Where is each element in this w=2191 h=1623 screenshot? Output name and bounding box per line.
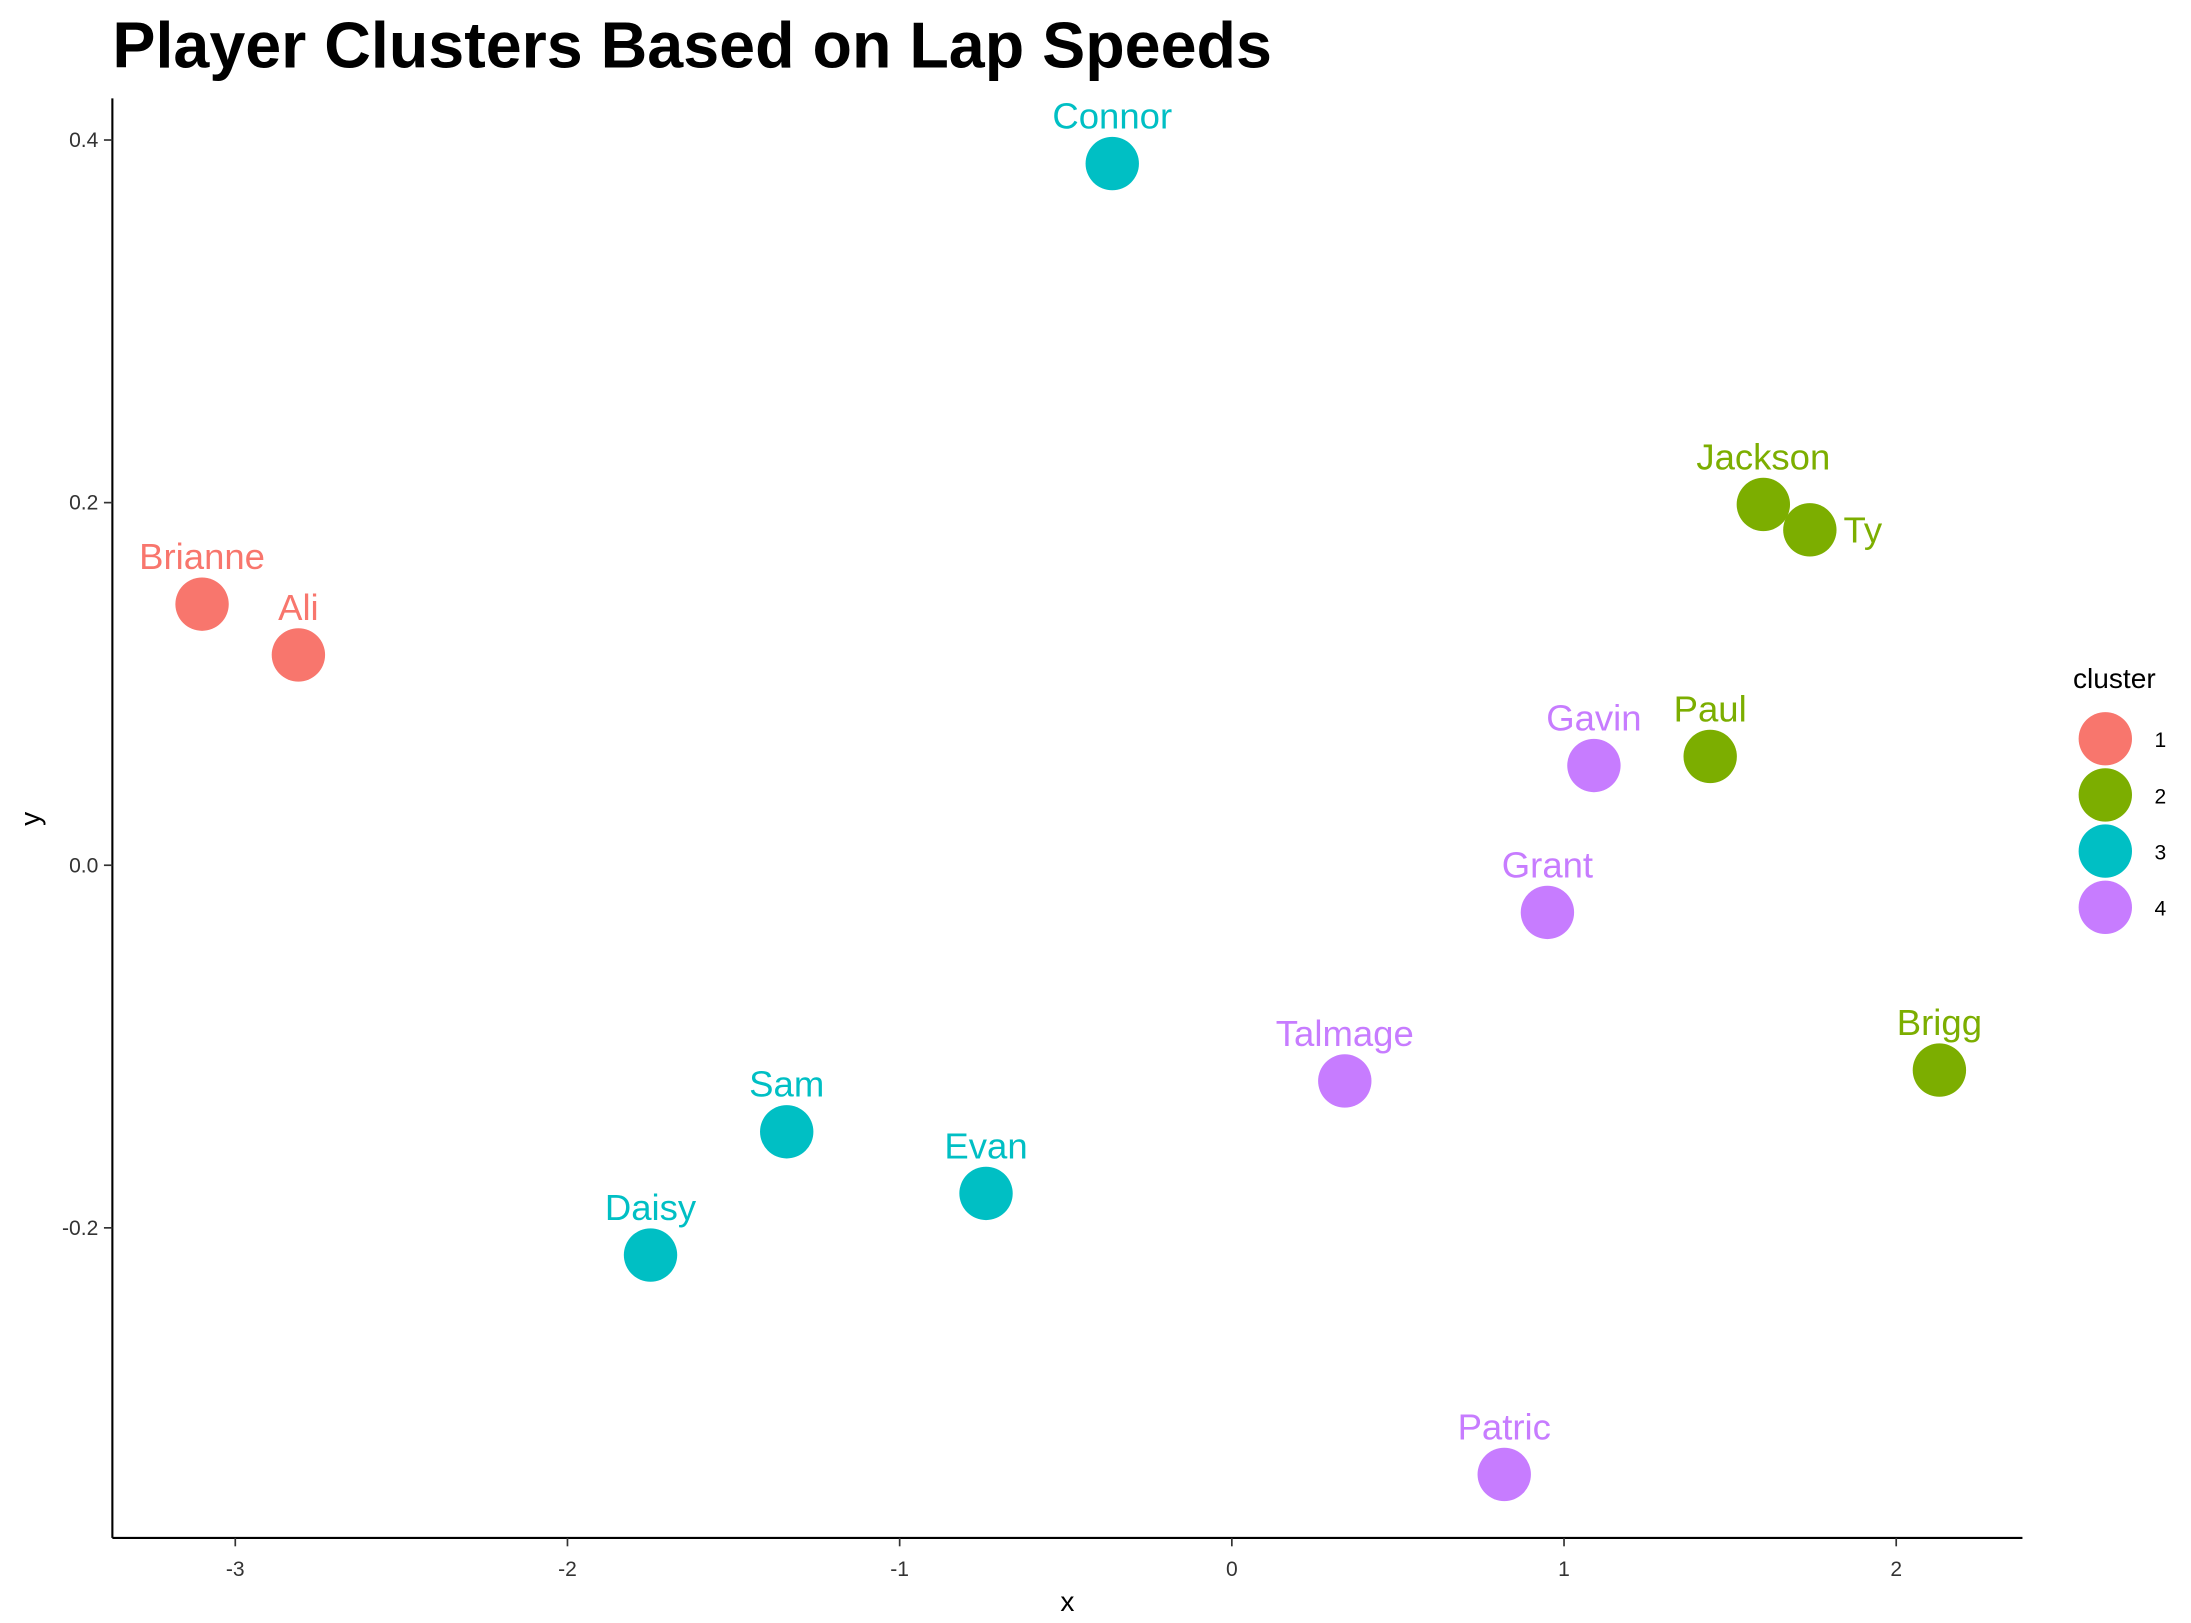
point-label-patric: Patric — [1458, 1406, 1551, 1447]
x-tick-label: -3 — [226, 1558, 245, 1581]
legend-label-1: 1 — [2154, 729, 2166, 752]
legend-key-1 — [2078, 712, 2132, 766]
data-point-brigg — [1912, 1043, 1967, 1097]
legend-label-3: 3 — [2154, 842, 2166, 865]
points-layer — [175, 136, 1967, 1502]
point-label-ty: Ty — [1844, 509, 1883, 550]
y-axis-label: y — [14, 812, 45, 826]
point-label-talmage: Talmage — [1276, 1013, 1414, 1054]
data-point-gavin — [1567, 738, 1621, 793]
x-tick-label: 0 — [1226, 1558, 1238, 1581]
x-tick-label: -1 — [890, 1558, 909, 1581]
x-tick-label: 1 — [1558, 1558, 1570, 1581]
legend-label-2: 2 — [2154, 785, 2166, 808]
x-axis-label: x — [1060, 1586, 1074, 1617]
point-label-jackson: Jackson — [1696, 436, 1830, 477]
data-point-jackson — [1736, 477, 1791, 532]
legend: cluster 1 2 3 4 — [2073, 663, 2166, 934]
data-point-brianne — [175, 577, 229, 631]
point-label-connor: Connor — [1052, 95, 1172, 136]
legend-key-2 — [2078, 768, 2132, 822]
data-point-paul — [1683, 729, 1737, 784]
point-label-evan: Evan — [944, 1125, 1027, 1166]
data-point-patric — [1477, 1447, 1531, 1502]
y-tick-label: 0.4 — [69, 129, 99, 152]
data-point-sam — [760, 1105, 814, 1159]
x-tick-label: 2 — [1890, 1558, 1902, 1581]
data-point-ty — [1783, 503, 1837, 557]
point-label-brianne: Brianne — [139, 536, 265, 577]
point-labels-layer: Brianne Ali Connor Jackson Ty Paul Gavin Grant B… — [139, 95, 1982, 1447]
data-point-talmage — [1318, 1054, 1372, 1108]
legend-key-4 — [2078, 880, 2132, 934]
point-label-gavin: Gavin — [1546, 697, 1641, 738]
legend-label-4: 4 — [2154, 898, 2166, 921]
point-label-paul: Paul — [1674, 688, 1747, 729]
data-point-ali — [271, 628, 326, 682]
data-point-connor — [1085, 136, 1139, 191]
data-point-daisy — [623, 1228, 678, 1282]
legend-key-3 — [2078, 824, 2132, 878]
chart-title: Player Clusters Based on Lap Speeds — [112, 9, 1272, 81]
y-tick-label: 0.0 — [69, 854, 98, 877]
x-tick-label: -2 — [558, 1558, 577, 1581]
point-label-daisy: Daisy — [605, 1187, 697, 1228]
y-tick-label: 0.2 — [69, 492, 98, 515]
legend-title: cluster — [2073, 663, 2156, 694]
point-label-grant: Grant — [1502, 844, 1593, 885]
point-label-brigg: Brigg — [1897, 1002, 1982, 1043]
y-tick-label: -0.2 — [62, 1217, 98, 1240]
point-label-sam: Sam — [749, 1064, 824, 1105]
point-label-ali: Ali — [278, 587, 319, 628]
data-point-grant — [1520, 885, 1575, 940]
axes: -3 -2 -1 0 1 2 -0.2 0.0 0.2 0.4 — [62, 98, 2023, 1581]
data-point-evan — [959, 1166, 1013, 1221]
